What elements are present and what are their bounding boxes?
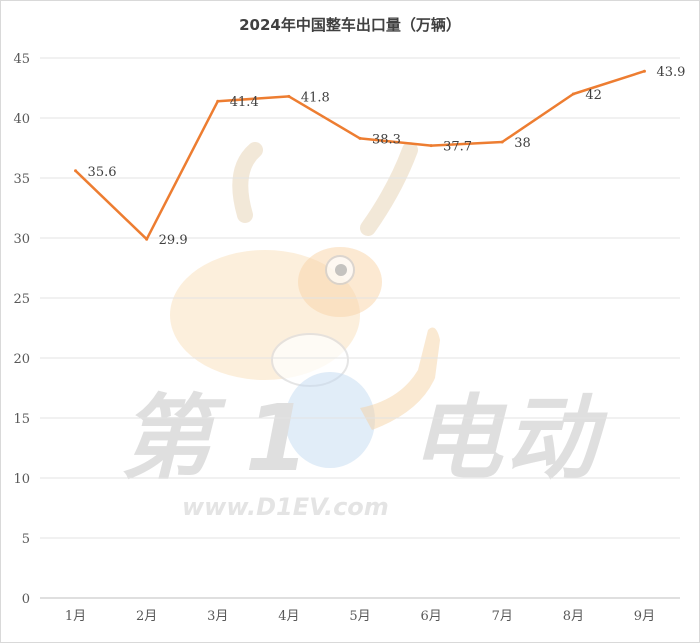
- watermark-url: www.D1EV.com: [182, 493, 389, 521]
- y-tick-label: 15: [13, 412, 30, 427]
- data-label: 42: [585, 88, 602, 103]
- data-point: [500, 140, 504, 144]
- data-point: [571, 92, 575, 96]
- y-tick-label: 45: [13, 52, 30, 67]
- y-tick-label: 35: [13, 172, 30, 187]
- data-point: [74, 169, 78, 173]
- y-tick-label: 10: [13, 472, 30, 487]
- data-point: [358, 136, 362, 140]
- data-labels: 35.6 29.9 41.4 41.8 38.3 37.7 38 42 43.9: [88, 65, 686, 248]
- data-label: 43.9: [656, 65, 685, 80]
- data-point: [287, 94, 291, 98]
- data-point: [429, 144, 433, 148]
- watermark: 第 1 电 动 www.D1EV.com: [120, 142, 608, 521]
- x-tick-label: 3月: [207, 609, 228, 624]
- data-point: [216, 99, 220, 103]
- y-tick-label: 40: [13, 112, 30, 127]
- x-tick-label: 4月: [278, 609, 299, 624]
- chart-title: 2024年中国整车出口量（万辆）: [239, 16, 461, 34]
- watermark-char-1: 第: [120, 385, 227, 492]
- series-line-path: [74, 69, 646, 241]
- x-tick-label: 1月: [65, 609, 86, 624]
- series-line: [74, 69, 646, 241]
- watermark-char-4: 动: [505, 385, 608, 492]
- mascot-logo: [170, 142, 440, 468]
- y-tick-label: 20: [13, 352, 30, 367]
- x-tick-label: 6月: [420, 609, 441, 624]
- gridlines: [40, 57, 680, 599]
- x-tick-label: 7月: [492, 609, 513, 624]
- data-label: 35.6: [88, 165, 117, 180]
- x-axis: 1月 2月 3月 4月 5月 6月 7月 8月 9月: [65, 609, 655, 624]
- x-tick-label: 2月: [136, 609, 157, 624]
- y-axis: 0 5 10 15 20 25 30 35 40 45: [13, 52, 30, 607]
- data-label: 38.3: [372, 132, 401, 147]
- watermark-char-3: 电: [410, 385, 508, 492]
- data-label: 29.9: [159, 233, 188, 248]
- data-label: 37.7: [443, 140, 472, 155]
- data-label: 41.4: [230, 95, 259, 110]
- y-tick-label: 0: [22, 592, 30, 607]
- watermark-char-2: 1: [245, 385, 309, 492]
- y-tick-label: 30: [13, 232, 30, 247]
- data-label: 38: [514, 136, 531, 151]
- y-tick-label: 25: [13, 292, 30, 307]
- x-tick-label: 8月: [563, 609, 584, 624]
- data-point: [145, 237, 149, 241]
- data-label: 41.8: [301, 90, 330, 105]
- x-tick-label: 9月: [634, 609, 655, 624]
- y-tick-label: 5: [22, 532, 30, 547]
- data-point: [642, 69, 646, 73]
- x-tick-label: 5月: [349, 609, 370, 624]
